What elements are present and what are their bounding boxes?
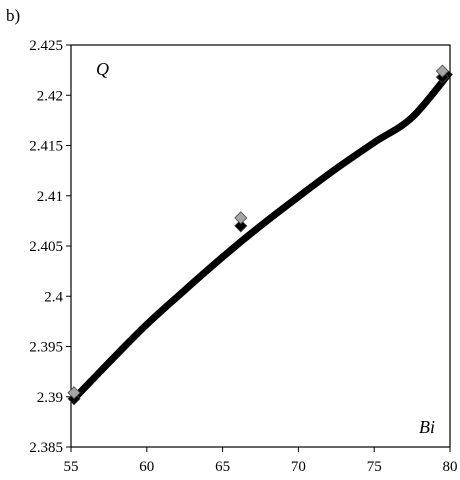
y-tick-label: 2.425 — [29, 38, 63, 54]
y-tick-label: 2.385 — [29, 440, 63, 456]
y-tick-label: 2.415 — [29, 139, 63, 155]
x-tick-label: 80 — [443, 459, 458, 475]
x-axis-ticks: 55 60 65 70 75 80 — [64, 447, 458, 475]
data-point-marker — [435, 64, 449, 78]
data-point-marker — [234, 211, 248, 225]
y-tick-label: 2.4 — [44, 289, 63, 305]
y-tick-label: 2.395 — [29, 340, 63, 356]
y-tick-label: 2.42 — [37, 88, 63, 104]
y-axis-ticks: 2.385 2.39 2.395 2.4 2.405 2.41 2.415 2.42 2.425 — [29, 38, 71, 456]
data-point-marker — [234, 219, 248, 233]
x-tick-label: 75 — [367, 459, 382, 475]
data-point-marker — [67, 386, 81, 400]
x-tick-label: 60 — [139, 459, 154, 475]
y-tick-label: 2.41 — [37, 189, 63, 205]
x-tick-label: 70 — [291, 459, 306, 475]
series-layer — [67, 64, 453, 406]
x-axis-label: Bi — [419, 417, 435, 437]
y-tick-label: 2.405 — [29, 239, 63, 255]
x-tick-label: 65 — [215, 459, 230, 475]
series-curve — [71, 69, 453, 402]
y-axis-label: Q — [96, 59, 109, 79]
y-tick-label: 2.39 — [37, 390, 63, 406]
x-tick-label: 55 — [64, 459, 79, 475]
plot-area — [70, 44, 451, 448]
panel-label: b) — [6, 6, 20, 25]
